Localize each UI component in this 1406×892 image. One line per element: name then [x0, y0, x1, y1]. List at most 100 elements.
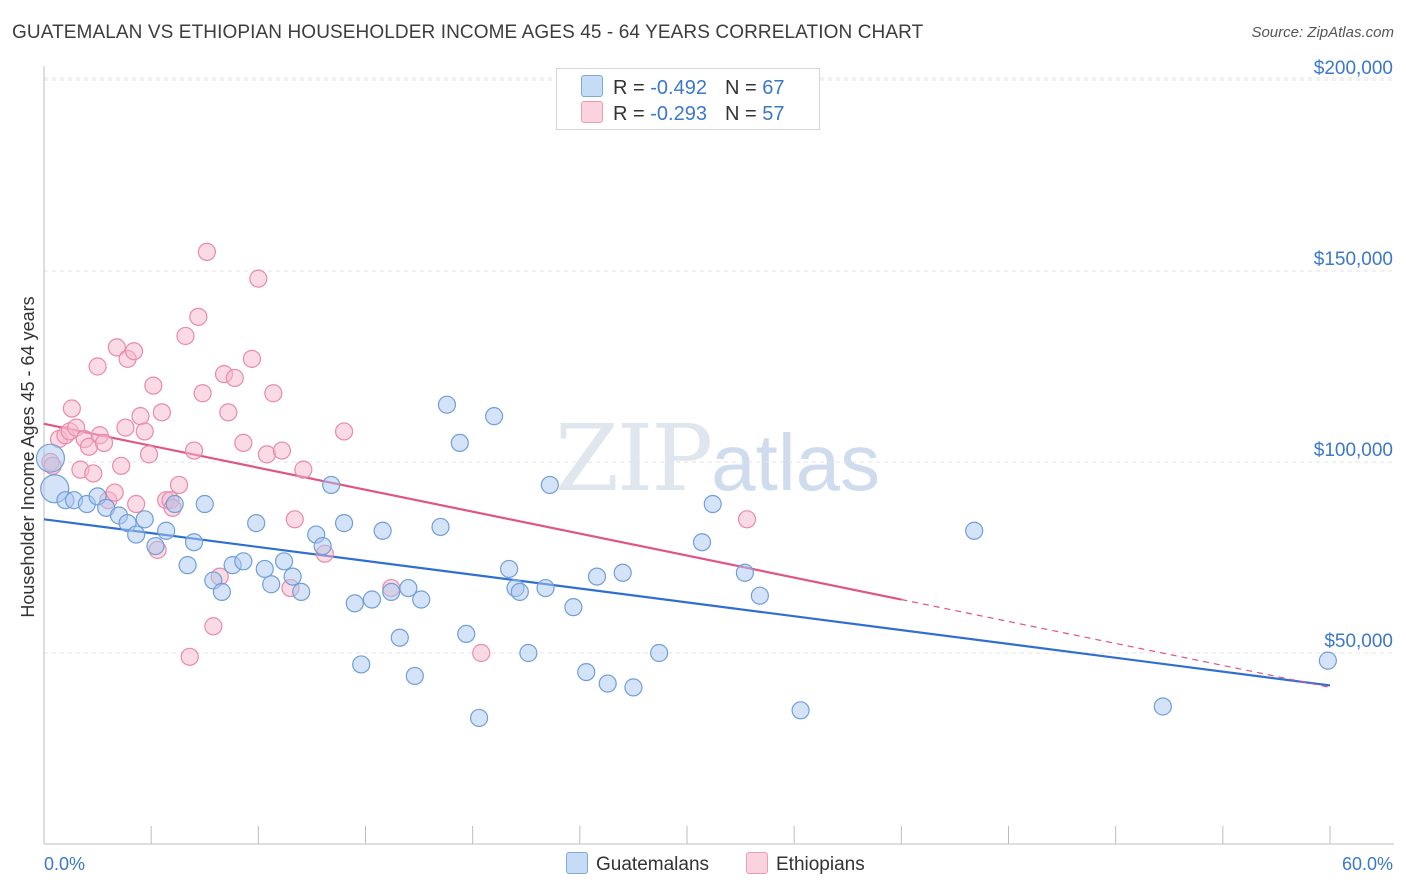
legend-n-label: N = [724, 77, 763, 99]
point-guatemalans [157, 521, 176, 540]
point-guatemalans [334, 514, 354, 533]
point-ethiopians [88, 357, 107, 376]
point-guatemalans [292, 582, 311, 601]
x-tick-label: 0.0% [44, 854, 85, 874]
point-guatemalans [457, 624, 476, 644]
point-guatemalans [564, 598, 583, 617]
data-points [35, 242, 1337, 728]
point-ethiopians [294, 460, 313, 479]
point-guatemalans [485, 407, 504, 426]
watermark-zip: ZIP [555, 405, 713, 512]
point-ethiopians [242, 349, 262, 368]
point-guatemalans [469, 708, 489, 728]
point-guatemalans [212, 582, 231, 601]
point-guatemalans [322, 475, 341, 495]
y-axis-label: Householder Income Ages 45 - 64 years [18, 296, 38, 617]
point-ethiopians [189, 307, 208, 326]
point-ethiopians [144, 376, 163, 395]
point-guatemalans [587, 567, 607, 586]
point-guatemalans [965, 521, 984, 540]
point-ethiopians [176, 326, 195, 346]
point-guatemalans [500, 559, 519, 579]
stats-legend: R = -0.492 N = 67 R = -0.293 N = 57 [556, 68, 820, 130]
point-guatemalans [791, 701, 810, 720]
point-guatemalans [247, 514, 266, 533]
y-tick-label: $150,000 [1314, 249, 1393, 270]
legend-n-value: 67 [762, 77, 785, 99]
point-guatemalans [390, 628, 409, 647]
point-guatemalans [255, 559, 274, 579]
point-guatemalans [399, 578, 418, 598]
bottom-legend-ethiopians: Ethiopians [746, 852, 865, 876]
legend-n-value: 57 [762, 103, 785, 125]
point-ethiopians [131, 407, 150, 426]
trend-line-ethiopians-extension [901, 598, 1331, 688]
point-ethiopians [193, 384, 212, 403]
point-guatemalans [283, 567, 302, 586]
y-tick-label: $200,000 [1314, 58, 1393, 79]
point-guatemalans [195, 494, 214, 514]
bottom-legend-swatch-ethiopians [746, 852, 768, 874]
axis-labels: $50,000 $100,000 $150,000 $200,000 0.0% 60.0%… [18, 58, 1393, 874]
point-ethiopians [184, 441, 204, 460]
point-ethiopians [234, 433, 253, 452]
legend-swatch-ethiopians [581, 101, 603, 123]
legend-n-label: N = [724, 103, 763, 125]
point-guatemalans [598, 674, 617, 693]
point-guatemalans [362, 590, 382, 609]
point-ethiopians [152, 403, 171, 422]
point-guatemalans [165, 494, 184, 514]
legend-r-value: -0.492 [650, 77, 707, 99]
legend-r-value: -0.293 [650, 103, 707, 125]
point-guatemalans [412, 590, 431, 609]
point-ethiopians [272, 441, 292, 460]
point-ethiopians [127, 494, 146, 514]
point-ethiopians [169, 475, 189, 495]
point-ethiopians [334, 422, 354, 441]
point-guatemalans [345, 594, 364, 613]
legend-row-ethiopians: R = -0.293 N = 57 [581, 101, 784, 127]
point-guatemalans [750, 586, 769, 605]
point-ethiopians [180, 647, 199, 666]
point-guatemalans [450, 433, 469, 452]
bottom-legend-swatch-guatemalans [566, 852, 588, 874]
point-guatemalans [35, 443, 66, 473]
x-tick-label: 60.0% [1342, 854, 1393, 874]
chart-title: GUATEMALAN VS ETHIOPIAN HOUSEHOLDER INCO… [12, 22, 924, 43]
point-ethiopians [737, 510, 757, 529]
y-tick-label: $50,000 [1324, 631, 1393, 652]
point-guatemalans [352, 655, 371, 674]
point-ethiopians [264, 384, 283, 403]
point-guatemalans [624, 678, 643, 697]
point-guatemalans [536, 578, 555, 598]
point-guatemalans [373, 521, 392, 540]
point-guatemalans [540, 475, 559, 495]
legend-swatch-guatemalans [581, 75, 603, 97]
point-guatemalans [431, 517, 450, 537]
axes [43, 66, 1394, 845]
trend-line-guatemalans [43, 518, 1331, 687]
point-guatemalans [1318, 651, 1337, 670]
point-guatemalans [262, 575, 281, 594]
point-guatemalans [437, 395, 457, 414]
point-ethiopians [116, 418, 135, 437]
watermark: ZIPatlas [555, 405, 880, 512]
legend-row-guatemalans: R = -0.492 N = 67 [581, 75, 784, 101]
point-ethiopians [105, 483, 124, 502]
point-guatemalans [146, 536, 165, 556]
point-guatemalans [313, 536, 332, 556]
point-ethiopians [112, 456, 131, 475]
point-guatemalans [135, 510, 154, 529]
legend-r-label: R = [613, 103, 651, 125]
point-guatemalans [577, 662, 596, 682]
point-ethiopians [62, 399, 81, 418]
point-ethiopians [84, 464, 103, 483]
point-guatemalans [382, 582, 401, 601]
watermark-atlas: atlas [711, 418, 881, 507]
point-guatemalans [703, 494, 722, 514]
point-ethiopians [139, 445, 159, 464]
point-guatemalans [127, 525, 146, 544]
point-ethiopians [135, 422, 154, 441]
bottom-legend-label: Guatemalans [596, 854, 710, 875]
